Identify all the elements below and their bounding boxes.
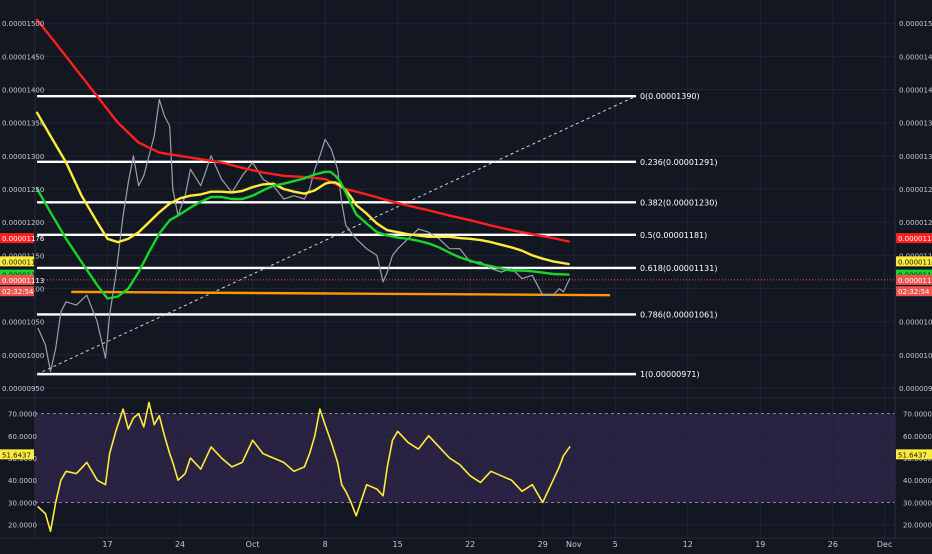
y-tick-label-right: 0.00001450 <box>899 53 932 61</box>
y-tick-label-left: 0.00001350 <box>2 120 44 128</box>
trend-line[interactable] <box>36 95 637 375</box>
rsi-tick-label-right: 70.0000 <box>903 411 932 419</box>
x-tick-label: Oct <box>246 540 260 549</box>
x-tick-label: 5 <box>613 540 618 549</box>
fib-level-label: 0(0.00001390) <box>640 92 700 101</box>
fib-level-label: 0.236(0.00001291) <box>640 158 718 167</box>
x-tick-label: Dec <box>877 540 892 549</box>
ma-fast-line[interactable] <box>35 170 570 300</box>
price-tag-right: 0.00001113 <box>898 277 932 285</box>
rsi-tick-label-right: 40.0000 <box>903 477 932 485</box>
series-layer <box>35 18 571 533</box>
price-tag-right: 0.00001176 <box>898 235 932 243</box>
tag-layer: 0.00001176 0.00001176 0.00001141 0.00001141… <box>0 233 932 460</box>
rsi-tick-label-left: 70.0000 <box>8 411 37 419</box>
x-tick-label: Nov <box>566 540 582 549</box>
x-tick-label: 24 <box>175 540 185 549</box>
x-tick-label: 26 <box>828 540 838 549</box>
y-tick-label-left: 0.00001450 <box>2 53 44 61</box>
y-tick-label-right: 0.00001000 <box>899 352 932 360</box>
rsi-tick-label-right: 60.0000 <box>903 433 932 441</box>
price-tag-left: 0.00001141 <box>2 258 44 266</box>
y-tick-label-right: 0.00001050 <box>899 319 932 327</box>
price-tag-box <box>896 256 932 267</box>
fib-level-label: 1(0.00000971) <box>640 370 700 379</box>
rsi-value-tag-right: 51.6437 <box>898 451 927 459</box>
x-tick-label: 19 <box>755 540 765 549</box>
rsi-value-tag-left: 51.6437 <box>2 451 31 459</box>
y-tick-label-left: 0.00001200 <box>2 219 44 227</box>
rsi-tick-label-left: 40.0000 <box>8 477 37 485</box>
countdown-tag-box <box>896 286 932 297</box>
drawing-layer <box>35 95 895 375</box>
price-tag-box <box>0 274 34 285</box>
rsi-tick-label-left: 60.0000 <box>8 433 37 441</box>
y-tick-label-left: 0.00001300 <box>2 153 44 161</box>
y-tick-label-right: 0.00001350 <box>899 120 932 128</box>
y-tick-label-right: 0.00001500 <box>899 20 932 28</box>
rsi-line[interactable] <box>37 401 571 533</box>
x-tick-label: 8 <box>323 540 328 549</box>
countdown-tag-left: 02:32:54 <box>2 288 34 296</box>
support-line[interactable] <box>71 290 611 297</box>
fib-level-label: 0.5(0.00001181) <box>640 231 707 240</box>
price-tag-box <box>0 233 34 244</box>
x-tick-label: 12 <box>683 540 693 549</box>
x-tick-label: 15 <box>393 540 403 549</box>
price-tag-left: 0.00001176 <box>2 235 45 243</box>
rsi-value-tag-box <box>896 449 932 460</box>
y-tick-label-right: 0.00001400 <box>899 87 932 95</box>
rsi-value-tag-box <box>0 449 34 460</box>
price-tag-box <box>0 269 34 280</box>
price-tag-left: 0.00001113 <box>2 277 44 285</box>
x-tick-label: 17 <box>102 540 112 549</box>
rsi-tick-label-right: 20.0000 <box>903 522 932 530</box>
rsi-tick-label-right: 30.0000 <box>903 499 932 507</box>
y-tick-label-right: 0.00000950 <box>899 385 932 393</box>
price-tag-box <box>0 256 34 267</box>
y-tick-label-right: 0.00001250 <box>899 186 932 194</box>
price-tag-box <box>896 233 932 244</box>
countdown-tag-right: 02:32:54 <box>898 288 930 296</box>
price-tag-box <box>896 274 932 285</box>
fib-level-label: 0.786(0.00001061) <box>640 310 718 319</box>
y-tick-label-left: 0.00001050 <box>2 319 44 327</box>
price-line[interactable] <box>37 98 571 373</box>
x-tick-label: 22 <box>465 540 475 549</box>
price-tag-right: 0.00001141 <box>898 258 932 266</box>
y-tick-label-left: 0.00000950 <box>2 385 44 393</box>
y-tick-label-left: 0.00001500 <box>2 20 44 28</box>
fib-level-label: 0.618(0.00001131) <box>640 264 718 273</box>
x-tick-label: 29 <box>538 540 548 549</box>
ma-medium-line[interactable] <box>35 111 570 266</box>
y-tick-label-right: 0.00001300 <box>899 153 932 161</box>
y-tick-label-left: 0.00001000 <box>2 352 44 360</box>
fib-level-label: 0.382(0.00001230) <box>640 198 718 207</box>
rsi-tick-label-left: 20.0000 <box>8 522 37 530</box>
ma-slow-line[interactable] <box>35 18 570 243</box>
rsi-tick-label-left: 30.0000 <box>8 499 37 507</box>
y-tick-label-left: 0.00001400 <box>2 87 44 95</box>
price-tag-box <box>896 269 932 280</box>
countdown-tag-box <box>0 286 34 297</box>
y-tick-label-right: 0.00001200 <box>899 219 932 227</box>
y-tick-label-left: 0.00001250 <box>2 186 44 194</box>
